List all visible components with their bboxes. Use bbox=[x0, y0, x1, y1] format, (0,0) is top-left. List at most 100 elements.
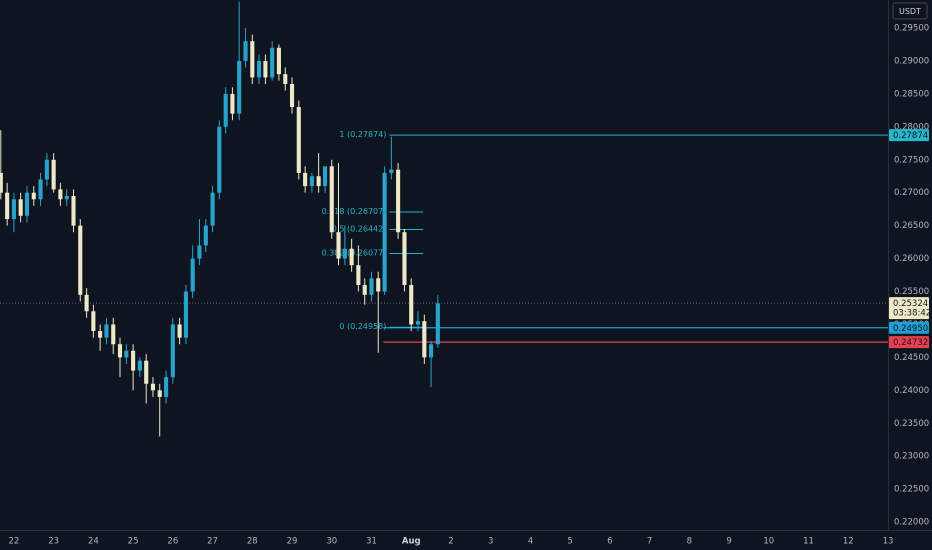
candle-body bbox=[270, 47, 275, 78]
candle-body bbox=[11, 199, 16, 220]
candle-body bbox=[402, 232, 407, 285]
x-tick-label: 6 bbox=[607, 537, 612, 547]
price-tag-label: 0.27874 bbox=[893, 131, 928, 141]
y-tick-label: 0.23500 bbox=[894, 419, 929, 429]
x-tick-label: 29 bbox=[287, 537, 298, 547]
candle-body bbox=[237, 60, 242, 114]
x-tick-label: 2 bbox=[448, 537, 453, 547]
price-tag-label: 0.24950 bbox=[893, 324, 928, 334]
fib-label: 0.618 (0.26707) bbox=[322, 207, 387, 216]
candle-body bbox=[289, 83, 295, 108]
x-tick-label: 9 bbox=[726, 537, 731, 547]
x-tick-label: 11 bbox=[803, 537, 814, 547]
fib-label: 0.5 (0.26442) bbox=[332, 224, 387, 233]
x-tick-label: 22 bbox=[8, 537, 19, 547]
y-tick-label: 0.29500 bbox=[894, 23, 929, 33]
candle-body bbox=[243, 41, 248, 61]
x-tick-label: 7 bbox=[647, 537, 652, 547]
candle-body bbox=[336, 232, 341, 259]
candle-body bbox=[250, 41, 255, 78]
candle-body bbox=[78, 225, 83, 295]
fib-label: 0.382 (0.26077) bbox=[322, 249, 387, 258]
x-tick-label: 10 bbox=[763, 537, 774, 547]
x-tick-label: 12 bbox=[843, 537, 854, 547]
candle-body bbox=[177, 324, 182, 338]
x-tick-label: 5 bbox=[567, 537, 572, 547]
y-tick-label: 0.24000 bbox=[894, 386, 929, 396]
candle-body bbox=[362, 284, 367, 295]
x-tick-label: 13 bbox=[883, 537, 894, 547]
candle-body bbox=[263, 60, 268, 78]
unit-box[interactable] bbox=[892, 2, 928, 20]
candle-body bbox=[296, 107, 301, 173]
x-tick-label: 23 bbox=[48, 537, 59, 547]
y-tick-label: 0.24500 bbox=[894, 353, 929, 363]
candle-body bbox=[309, 176, 314, 187]
candle-body bbox=[64, 195, 69, 200]
y-tick-label: 0.23000 bbox=[894, 452, 929, 462]
candle-body bbox=[223, 93, 228, 127]
countdown: 03:38:42 bbox=[893, 309, 931, 319]
candle-body bbox=[71, 195, 76, 226]
candle-body bbox=[303, 172, 308, 187]
candle-body bbox=[349, 248, 354, 266]
x-tick-label: 27 bbox=[207, 537, 218, 547]
candle-body bbox=[84, 294, 89, 312]
last-price-label: 0.25324 bbox=[893, 299, 928, 309]
candle-body bbox=[203, 225, 208, 246]
candle-body bbox=[422, 321, 427, 358]
candle-body bbox=[429, 344, 434, 358]
y-tick-label: 0.29000 bbox=[894, 56, 929, 66]
x-tick-label: 24 bbox=[88, 537, 99, 547]
candle-body bbox=[91, 311, 96, 332]
candle-body bbox=[316, 176, 321, 187]
x-tick-label: 26 bbox=[167, 537, 178, 547]
y-tick-label: 0.27500 bbox=[894, 155, 929, 165]
x-axis: 22 23 24 25 26 27 28 29 30 31 Aug 2 3 4 5 6 7 8 9 10 11 12 13 bbox=[8, 537, 893, 547]
last-price-tag bbox=[889, 297, 929, 320]
y-tick-label: 0.26500 bbox=[894, 221, 929, 231]
candle-body bbox=[396, 169, 401, 233]
candle-body bbox=[322, 166, 328, 187]
candle-body bbox=[190, 258, 195, 292]
candle-body bbox=[5, 192, 10, 220]
fib-label: 0 (0.24958) bbox=[339, 322, 386, 331]
x-tick-label: 25 bbox=[128, 537, 139, 547]
candle-body bbox=[111, 324, 116, 345]
candle-body bbox=[137, 360, 142, 371]
candle-body bbox=[356, 265, 361, 285]
x-tick-label: 3 bbox=[488, 537, 493, 547]
y-tick-label: 0.22000 bbox=[894, 518, 929, 528]
candle-body bbox=[435, 303, 440, 345]
price-tag bbox=[889, 129, 929, 142]
candle-body bbox=[415, 321, 421, 325]
x-tick-label: 28 bbox=[247, 537, 258, 547]
candle-body bbox=[31, 192, 36, 200]
candle-body bbox=[58, 189, 63, 200]
candle-body bbox=[369, 278, 374, 295]
price-tag bbox=[889, 336, 929, 349]
candle-body bbox=[124, 350, 129, 358]
price-tag-label: 0.24732 bbox=[893, 338, 928, 348]
price-tag bbox=[889, 321, 929, 334]
candle-body bbox=[230, 93, 235, 114]
candle-body bbox=[157, 390, 162, 397]
candle-body bbox=[382, 172, 387, 292]
y-tick-label: 0.28500 bbox=[894, 89, 929, 99]
y-tick-label: 0.26000 bbox=[894, 254, 929, 264]
candle-body bbox=[144, 360, 149, 384]
candle-body bbox=[376, 278, 381, 292]
x-tick-label: 8 bbox=[687, 537, 692, 547]
candle-body bbox=[183, 291, 188, 338]
candle-body bbox=[210, 192, 215, 226]
unit-label: USDT bbox=[899, 7, 921, 16]
x-tick-label: 30 bbox=[326, 537, 337, 547]
candle-body bbox=[197, 245, 202, 259]
candle-body bbox=[51, 159, 56, 190]
y-tick-label: 0.22500 bbox=[894, 485, 929, 495]
candle-body bbox=[342, 248, 347, 259]
candle-body bbox=[98, 331, 103, 338]
candle-body bbox=[131, 350, 136, 371]
